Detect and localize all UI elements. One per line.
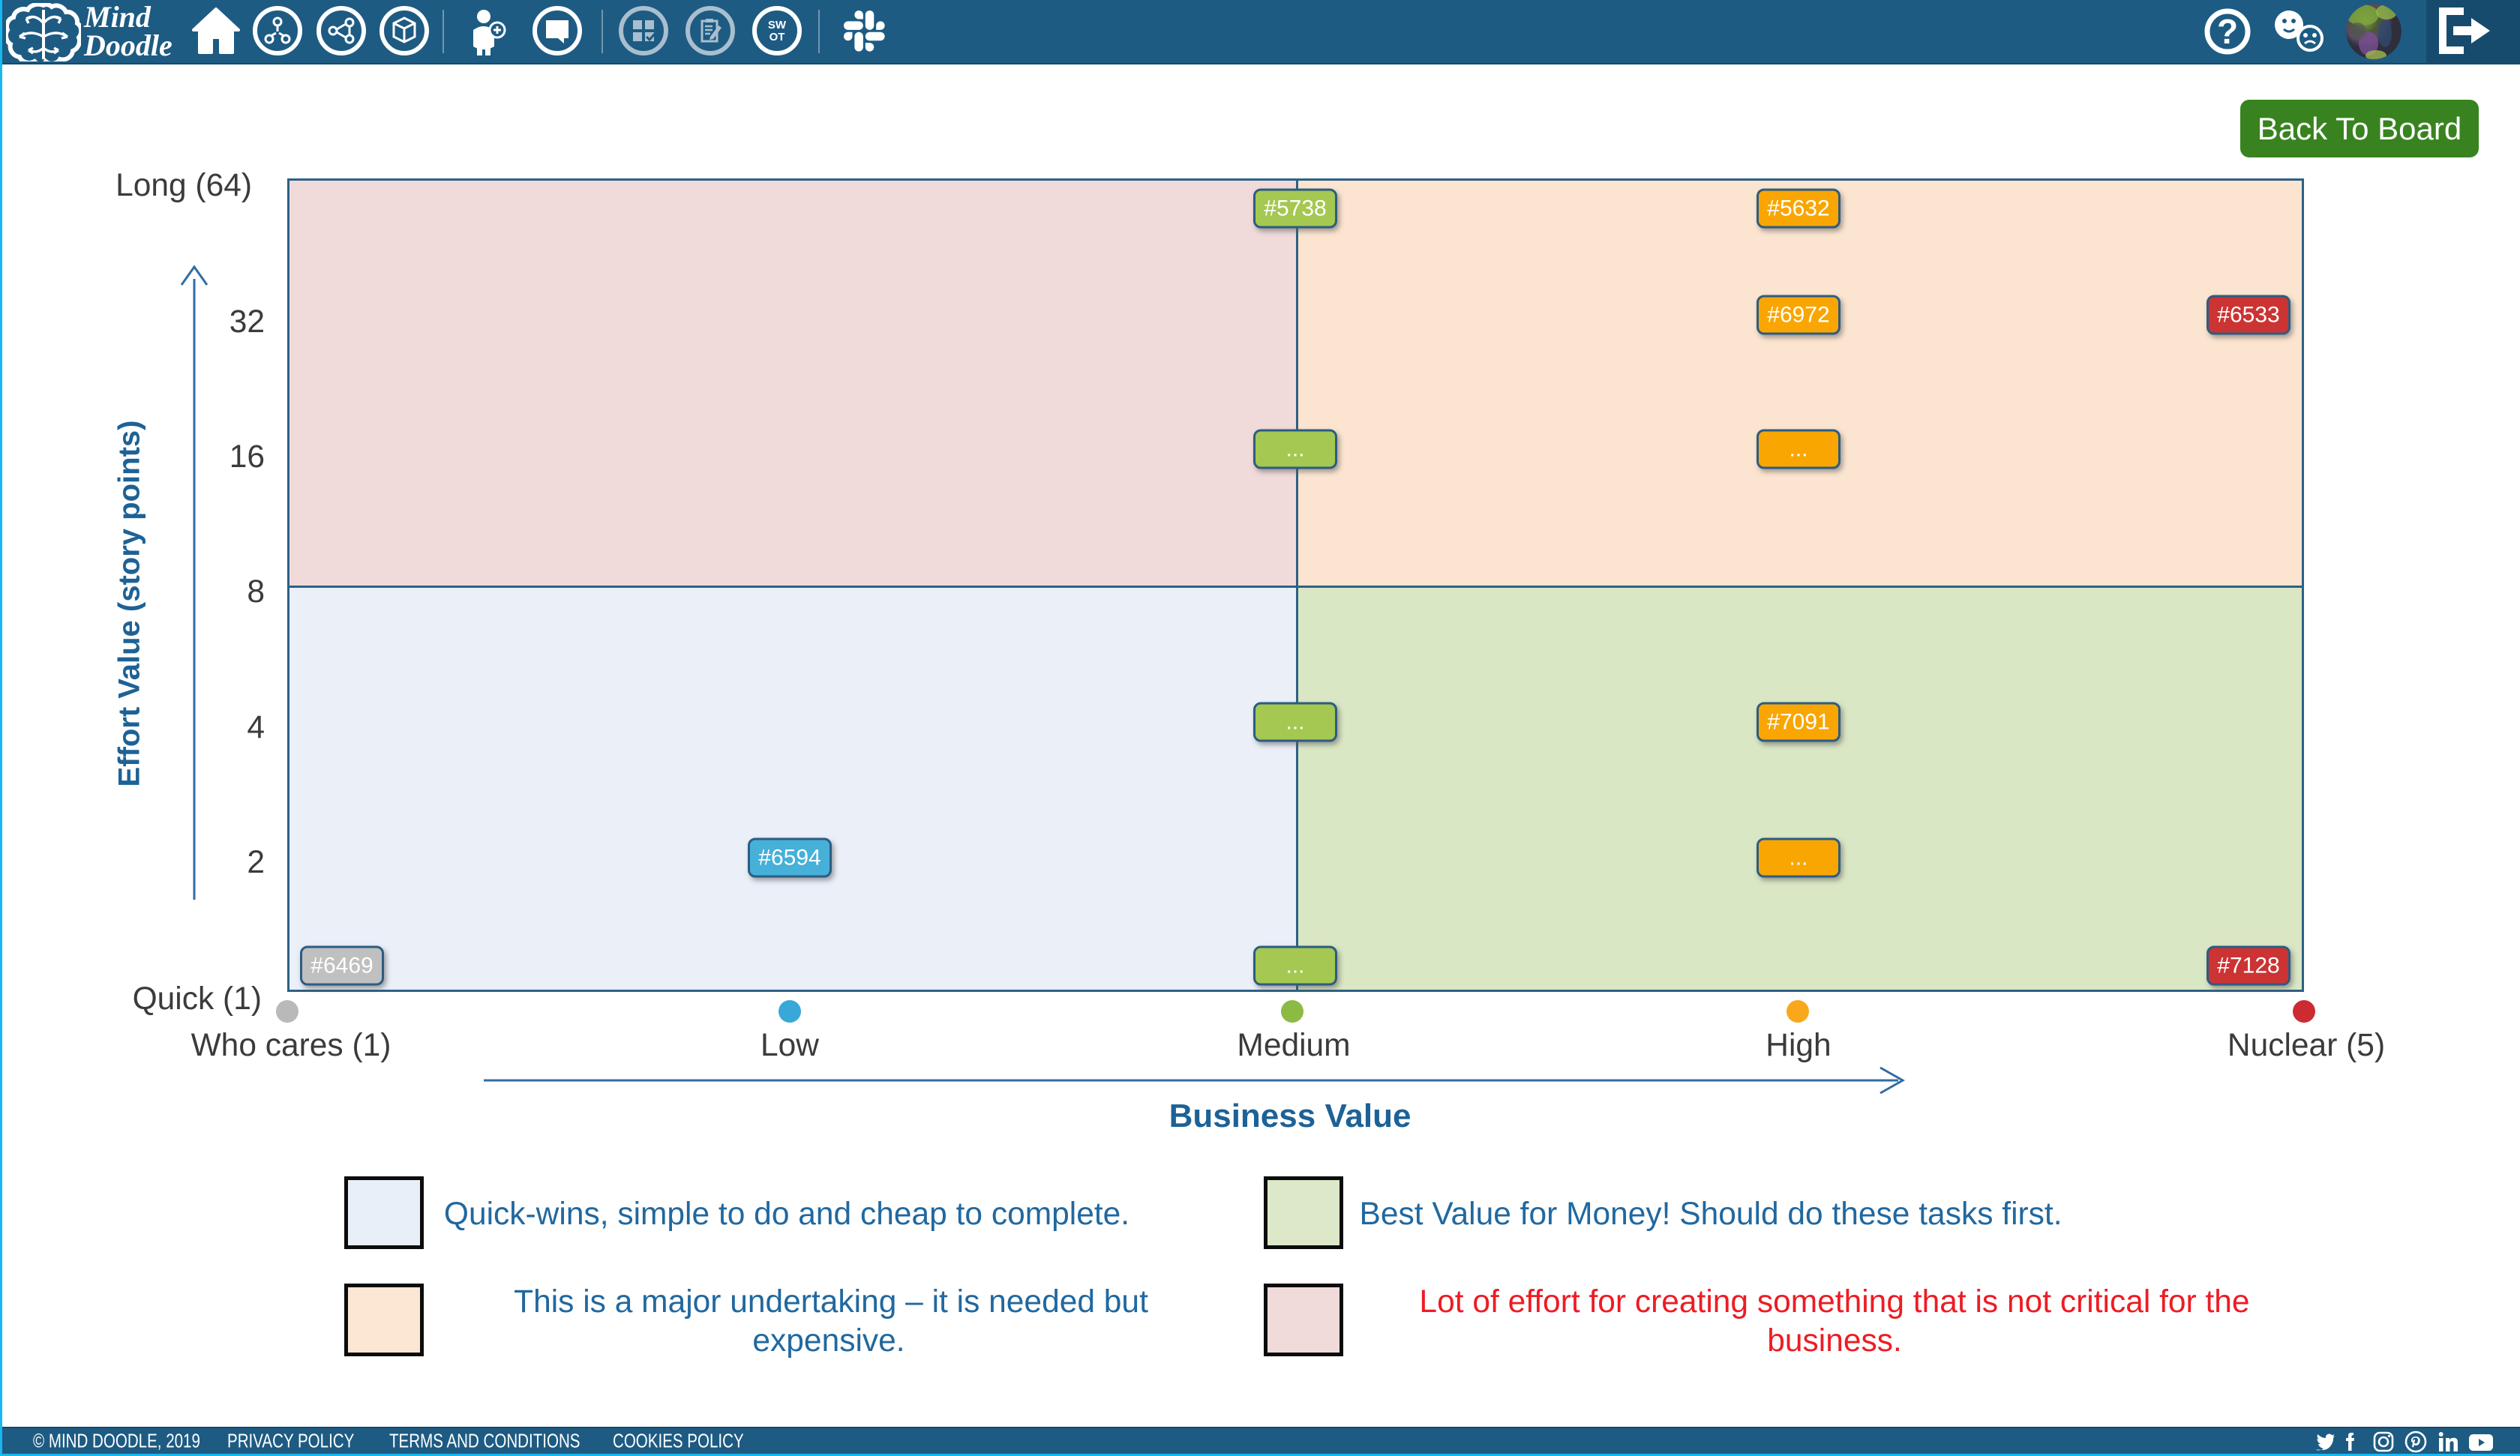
svg-text:SW: SW <box>768 19 787 31</box>
svg-text:OT: OT <box>770 31 785 43</box>
svg-text:?: ? <box>2217 12 2238 51</box>
